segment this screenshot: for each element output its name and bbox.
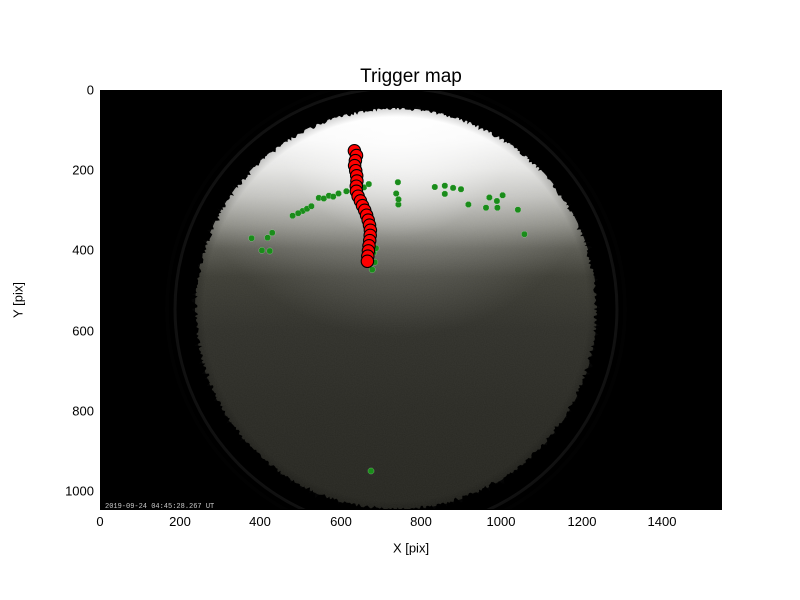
- svg-text:2019-09-24 04:45:28.267 UT: 2019-09-24 04:45:28.267 UT: [105, 503, 214, 510]
